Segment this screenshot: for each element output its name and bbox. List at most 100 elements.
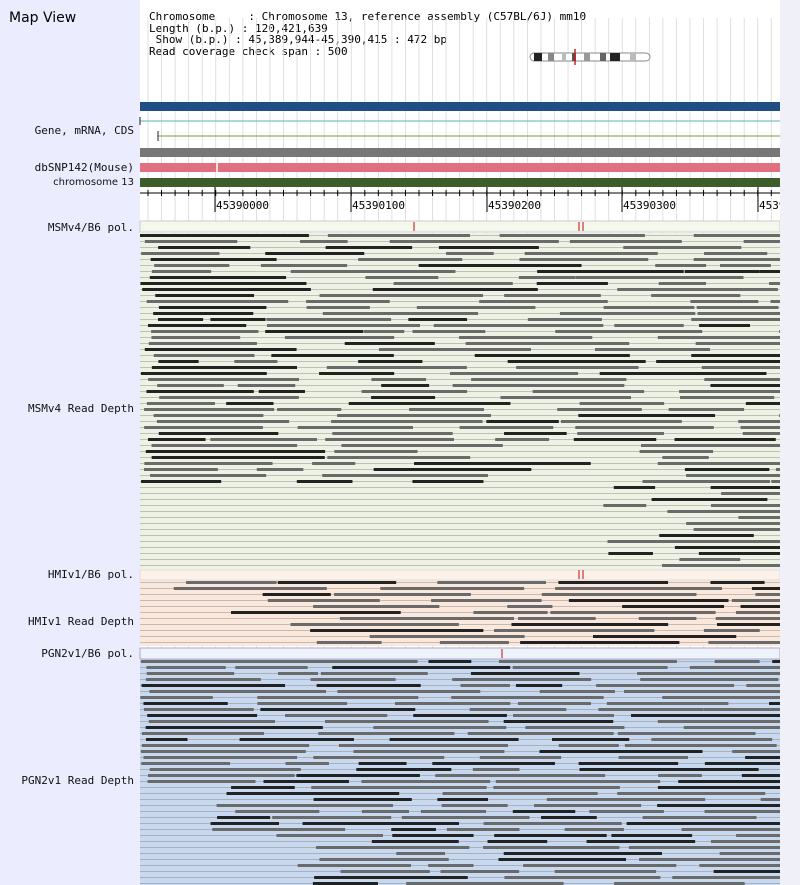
read	[226, 792, 400, 795]
read	[406, 882, 564, 885]
msm-pol-label: MSMv4/B6 pol.	[47, 221, 134, 234]
read	[715, 617, 800, 620]
read	[525, 726, 625, 729]
read	[495, 438, 550, 441]
read	[149, 768, 301, 771]
read	[716, 623, 800, 626]
read	[325, 246, 413, 249]
read	[146, 672, 235, 675]
read	[348, 402, 511, 405]
read	[290, 623, 459, 626]
ruler-tick-label: 45390300	[623, 199, 676, 212]
hmi-depth-label: HMIv1 Read Depth	[28, 615, 134, 628]
read	[340, 870, 430, 873]
read	[358, 360, 423, 363]
read	[651, 294, 741, 297]
read	[144, 348, 297, 351]
read	[558, 581, 669, 584]
read	[416, 306, 536, 309]
read	[446, 252, 494, 255]
read	[607, 540, 784, 543]
read	[344, 342, 435, 345]
read	[316, 641, 382, 644]
read	[703, 708, 800, 711]
read	[147, 714, 258, 717]
read	[451, 696, 604, 699]
read	[479, 756, 562, 759]
snp-bar[interactable]	[140, 163, 780, 172]
read	[154, 264, 230, 267]
chromosome-track-label: chromosome 13	[53, 177, 134, 188]
read	[714, 660, 760, 663]
read	[267, 599, 380, 602]
read	[231, 611, 401, 614]
read	[418, 264, 582, 267]
gene-bar[interactable]	[140, 102, 780, 111]
read	[272, 816, 392, 819]
read	[623, 246, 742, 249]
read	[560, 420, 682, 423]
read	[144, 708, 254, 711]
read	[575, 426, 714, 429]
read	[266, 318, 392, 321]
read	[258, 390, 305, 393]
hmi-pol-track[interactable]	[139, 569, 781, 581]
read	[141, 732, 265, 735]
read	[158, 246, 251, 249]
read	[147, 438, 206, 441]
msm-pol-track[interactable]	[139, 220, 781, 233]
read	[541, 816, 597, 819]
read	[260, 708, 416, 711]
read	[504, 432, 567, 435]
read	[639, 858, 800, 861]
read	[334, 450, 418, 453]
read	[659, 534, 754, 537]
read	[674, 438, 776, 441]
polymorphism-markers[interactable]	[413, 222, 584, 658]
read	[380, 587, 525, 590]
read	[551, 738, 630, 741]
read	[257, 696, 419, 699]
read	[519, 258, 649, 261]
chromosome-ideogram[interactable]	[529, 49, 651, 65]
read	[541, 593, 697, 596]
read-alignments[interactable]	[140, 234, 800, 885]
read	[684, 468, 770, 471]
read	[657, 804, 800, 807]
read	[474, 354, 630, 357]
read	[277, 408, 342, 411]
read	[679, 390, 800, 393]
read	[537, 270, 684, 273]
read	[147, 324, 247, 327]
read	[142, 288, 311, 291]
read	[678, 780, 785, 783]
read	[141, 480, 222, 483]
read	[339, 617, 514, 620]
read	[741, 774, 800, 777]
read	[626, 822, 785, 825]
read	[306, 300, 390, 303]
read	[520, 641, 680, 644]
pgn-pol-track[interactable]	[139, 647, 781, 660]
read	[595, 348, 711, 351]
read	[498, 858, 627, 861]
read	[586, 840, 696, 843]
read	[745, 756, 800, 759]
chromosome-bar[interactable]	[140, 178, 780, 187]
read	[695, 342, 800, 345]
read	[277, 672, 318, 675]
transcript-bar[interactable]	[140, 148, 780, 157]
read	[699, 864, 786, 867]
read	[524, 252, 658, 255]
right-scroll-gutter[interactable]	[780, 0, 800, 885]
read	[710, 581, 765, 584]
read	[313, 605, 440, 608]
read	[631, 714, 800, 717]
read	[401, 816, 530, 819]
read	[435, 774, 606, 777]
read	[516, 366, 639, 369]
read	[483, 846, 620, 849]
read	[686, 474, 800, 477]
read	[140, 750, 306, 753]
